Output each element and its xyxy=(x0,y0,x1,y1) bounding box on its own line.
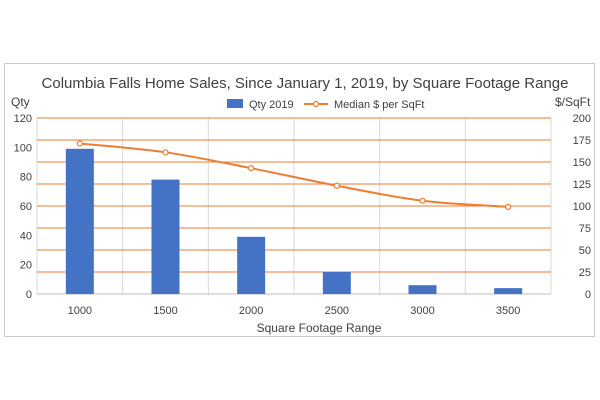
y-right-tick: 50 xyxy=(579,245,591,257)
tick-labels: 0 20 40 60 80 100 120 0 25 50 75 100 125 150 175 200 100… xyxy=(14,113,591,317)
x-axis-title: Square Footage Range xyxy=(257,321,382,335)
median-point-2000 xyxy=(248,165,255,172)
y-left-tick: 60 xyxy=(20,201,32,213)
chart-title: Columbia Falls Home Sales, Since January… xyxy=(42,75,569,92)
y-left-tick: 100 xyxy=(14,142,32,154)
median-point-1000 xyxy=(76,140,83,147)
legend-label-median: Median $ per SqFt xyxy=(334,99,425,111)
x-tick: 1500 xyxy=(153,305,177,317)
y-right-tick: 100 xyxy=(573,201,591,213)
bar-3000 xyxy=(408,285,437,294)
y-right-tick: 200 xyxy=(573,113,591,125)
median-point-3500 xyxy=(505,203,512,210)
bar-3500 xyxy=(494,288,523,294)
bar-1500 xyxy=(151,179,180,294)
chart-container: 0 20 40 60 80 100 120 0 25 50 75 100 125 150 175 200 100… xyxy=(4,63,595,337)
y-right-tick: 175 xyxy=(573,135,591,147)
line-series xyxy=(76,140,512,210)
x-tick: 3500 xyxy=(496,305,520,317)
y-right-tick: 0 xyxy=(585,289,591,301)
y-right-tick: 75 xyxy=(579,223,591,235)
bar-2500 xyxy=(322,272,351,294)
median-point-1500 xyxy=(162,149,169,156)
y-left-tick: 80 xyxy=(20,172,32,184)
x-tick: 2500 xyxy=(325,305,349,317)
y-left-tick: 0 xyxy=(26,289,32,301)
y-left-tick: 20 xyxy=(20,260,32,272)
legend-label-qty: Qty 2019 xyxy=(249,99,294,111)
gridlines xyxy=(36,117,552,295)
y-axis-right-title: $/SqFt xyxy=(555,95,591,109)
y-axis-left-title: Qty xyxy=(11,95,30,109)
legend-marker-median xyxy=(312,100,320,108)
bars xyxy=(65,148,523,294)
bar-2000 xyxy=(237,236,266,294)
y-right-tick: 25 xyxy=(579,267,591,279)
y-left-tick: 40 xyxy=(20,230,32,242)
x-tick: 1000 xyxy=(68,305,92,317)
y-left-tick: 120 xyxy=(14,113,32,125)
median-point-2500 xyxy=(333,182,340,189)
legend: Qty 2019 Median $ per SqFt xyxy=(227,99,425,111)
bar-1000 xyxy=(65,148,94,294)
x-tick: 2000 xyxy=(239,305,263,317)
median-price-line xyxy=(79,142,509,208)
y-right-tick: 150 xyxy=(573,157,591,169)
legend-swatch-qty xyxy=(227,99,243,108)
chart-svg: 0 20 40 60 80 100 120 0 25 50 75 100 125 150 175 200 100… xyxy=(11,75,591,335)
x-tick: 3000 xyxy=(410,305,434,317)
y-right-tick: 125 xyxy=(573,179,591,191)
median-point-3000 xyxy=(419,197,426,204)
